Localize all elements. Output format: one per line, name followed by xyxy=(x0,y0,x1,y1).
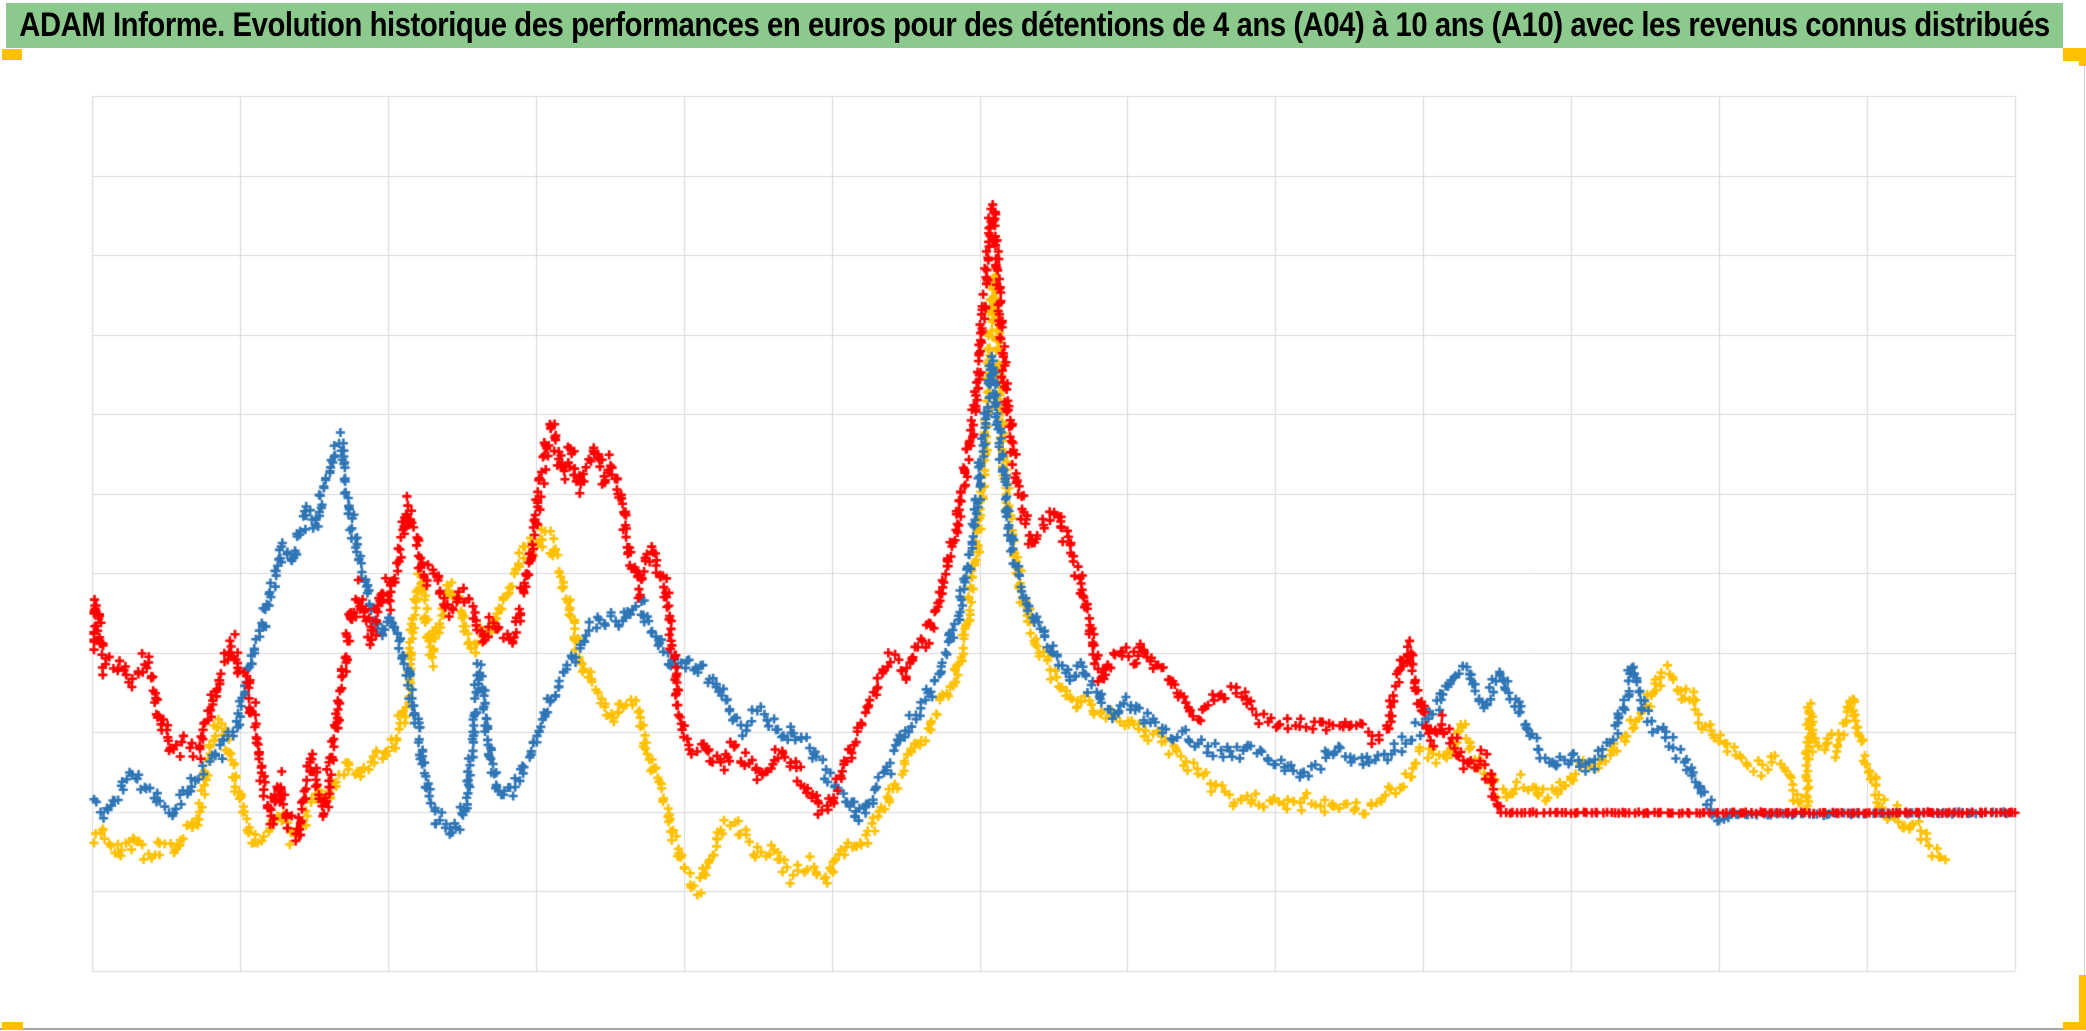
chart-title-bar: ADAM Informe. Evolution historique des p… xyxy=(6,3,2063,48)
selection-handle-top-left xyxy=(2,49,22,60)
bottom-divider xyxy=(0,1028,2086,1030)
chart-right-border xyxy=(2084,63,2085,1029)
selection-handle-bottom-right xyxy=(2063,1022,2086,1030)
selection-handle-bottom-left xyxy=(2,1022,23,1030)
selection-handle-top-right-tab xyxy=(2079,48,2086,66)
selection-handle-bottom-right-tab xyxy=(2079,975,2086,1028)
chart-title: ADAM Informe. Evolution historique des p… xyxy=(19,6,2050,44)
